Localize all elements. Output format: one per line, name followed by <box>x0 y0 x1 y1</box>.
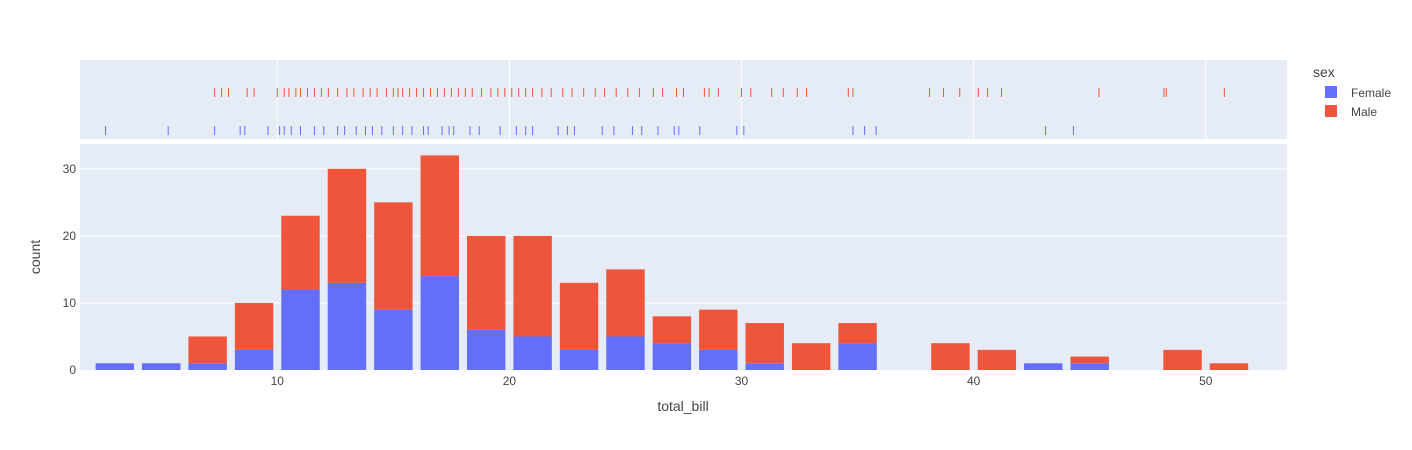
bar-male <box>791 343 831 370</box>
bar-male <box>931 343 970 370</box>
y-tick-label: 10 <box>63 296 77 310</box>
bar-female <box>327 282 367 370</box>
bar-female <box>281 289 320 370</box>
bar-female <box>95 363 135 370</box>
histogram-bars <box>95 155 1249 370</box>
bar-male <box>1163 349 1202 370</box>
bar-female <box>1070 363 1109 370</box>
x-tick-label: 50 <box>1199 374 1213 388</box>
bar-male <box>327 168 367 283</box>
bar-female <box>745 363 784 370</box>
legend: sex Female Male <box>1313 64 1391 119</box>
bar-female <box>699 349 738 370</box>
x-tick-label: 20 <box>503 374 517 388</box>
bar-male <box>281 215 320 290</box>
bar-female <box>234 349 274 370</box>
y-tick-label: 0 <box>69 363 76 377</box>
bar-female <box>838 343 877 370</box>
bar-male <box>234 302 274 350</box>
bar-male <box>745 323 784 364</box>
bar-female <box>513 336 552 370</box>
y-tick-label: 30 <box>63 162 77 176</box>
bar-female <box>559 349 599 370</box>
bar-female <box>142 363 181 370</box>
legend-title: sex <box>1313 64 1335 80</box>
rug-marks <box>105 88 1225 135</box>
x-tick-label: 40 <box>967 374 981 388</box>
x-tick-label: 10 <box>271 374 285 388</box>
legend-label-male[interactable]: Male <box>1351 105 1377 119</box>
rug-plot-background <box>80 60 1287 139</box>
y-tick-labels: 0 10 20 30 <box>63 162 77 377</box>
bar-male <box>1209 363 1249 370</box>
legend-swatch-male[interactable] <box>1325 105 1337 117</box>
bar-male <box>606 269 645 337</box>
legend-label-female[interactable]: Female <box>1351 86 1391 100</box>
bar-female <box>652 343 692 370</box>
bar-male <box>838 323 877 344</box>
y-tick-label: 20 <box>63 229 77 243</box>
x-tick-labels: 10 20 30 40 50 <box>271 374 1213 388</box>
bar-male <box>420 155 459 277</box>
legend-swatch-female[interactable] <box>1325 86 1337 98</box>
gridlines <box>80 60 1287 304</box>
bar-male <box>188 336 227 364</box>
bar-male <box>699 309 738 350</box>
y-axis-title: count <box>27 240 43 274</box>
bar-female <box>420 276 459 370</box>
bar-female <box>606 336 645 370</box>
x-axis-title: total_bill <box>657 398 708 414</box>
bar-female <box>1024 363 1063 370</box>
bar-male <box>1070 356 1109 364</box>
x-tick-label: 30 <box>735 374 749 388</box>
bar-male <box>977 349 1017 370</box>
bar-male <box>374 202 413 310</box>
bar-female <box>188 363 227 370</box>
bar-male <box>652 316 692 344</box>
bar-male <box>513 235 552 337</box>
bar-female <box>374 309 413 370</box>
bar-male <box>559 282 599 350</box>
bar-male <box>466 235 506 330</box>
bar-female <box>466 329 506 370</box>
